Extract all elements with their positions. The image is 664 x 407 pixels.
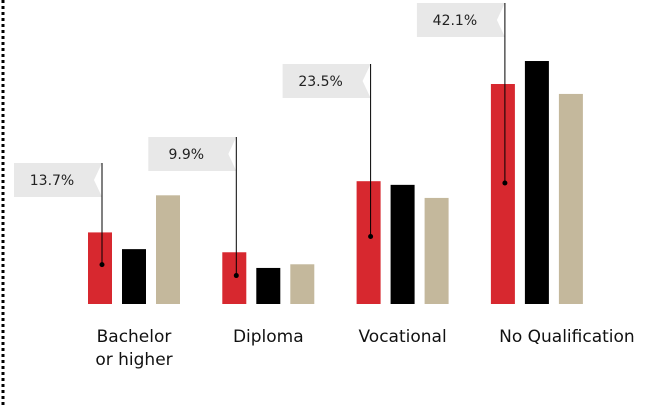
x-tick-label: No Qualification: [499, 327, 635, 347]
x-tick-label: Diploma: [232, 327, 304, 347]
bar: [88, 232, 112, 304]
bar: [490, 84, 515, 305]
bar: [156, 195, 180, 304]
x-tick-label: Vocational: [358, 327, 447, 347]
callout: 13.7%: [14, 163, 105, 268]
bar: [558, 93, 583, 304]
bar: [222, 252, 247, 304]
x-tick-label: Bachelor or higher: [95, 327, 173, 370]
callout-box: [148, 137, 237, 171]
value-label: 13.7%: [30, 173, 74, 189]
callout: 23.5%: [282, 64, 374, 239]
callout-dot: [99, 262, 105, 268]
callout-box: [282, 64, 371, 98]
callout: 9.9%: [148, 137, 239, 279]
callout-box: [14, 163, 102, 197]
value-label: 42.1%: [433, 13, 477, 29]
callout-dot: [233, 273, 239, 279]
bar: [524, 61, 549, 304]
bar: [424, 197, 449, 304]
value-label: 23.5%: [298, 74, 342, 90]
callout: 42.1%: [416, 3, 508, 186]
bar: [290, 264, 315, 304]
value-label: 9.9%: [169, 147, 205, 163]
callout-box: [416, 3, 505, 37]
bar: [356, 181, 381, 304]
bar: [390, 184, 415, 304]
callout-dot: [368, 233, 374, 239]
callout-dot: [502, 180, 508, 186]
bar: [256, 267, 281, 304]
bar: [122, 249, 146, 304]
